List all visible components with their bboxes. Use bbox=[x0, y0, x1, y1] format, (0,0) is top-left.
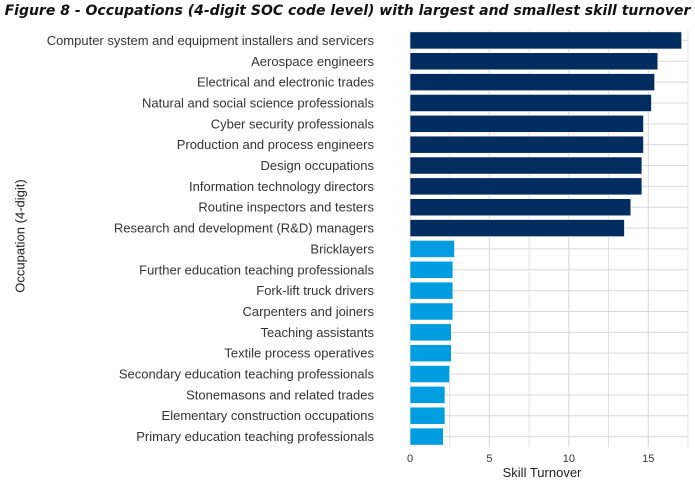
bar bbox=[409, 114, 644, 133]
category-label: Primary education teaching professionals bbox=[136, 429, 374, 444]
x-tick-label: 5 bbox=[486, 453, 492, 465]
category-label: Elementary construction occupations bbox=[162, 408, 375, 423]
category-label: Carpenters and joiners bbox=[242, 304, 374, 319]
bar bbox=[409, 260, 454, 279]
x-tick-label: 10 bbox=[563, 453, 575, 465]
x-tick-label: 15 bbox=[642, 453, 654, 465]
x-tick-labels: 0 5 10 15 bbox=[407, 453, 654, 465]
x-axis-label: Skill Turnover bbox=[502, 465, 582, 480]
category-label: Stonemasons and related trades bbox=[186, 387, 374, 402]
bar bbox=[409, 323, 452, 342]
bar bbox=[409, 219, 625, 237]
plot-background bbox=[410, 30, 688, 447]
category-label: Production and process engineers bbox=[177, 137, 375, 152]
bar bbox=[409, 406, 446, 425]
category-label: Aerospace engineers bbox=[251, 54, 374, 69]
bar bbox=[409, 177, 643, 196]
category-label: Secondary education teaching professiona… bbox=[119, 367, 375, 382]
category-label: Computer system and equipment installers… bbox=[47, 33, 375, 48]
category-label: Design occupations bbox=[261, 158, 375, 173]
category-label: Textile process operatives bbox=[224, 346, 374, 361]
bar bbox=[409, 94, 652, 112]
category-label: Research and development (R&D) managers bbox=[114, 221, 375, 236]
bar bbox=[409, 240, 455, 258]
bars bbox=[409, 31, 682, 446]
bar bbox=[409, 73, 655, 91]
bar bbox=[409, 198, 632, 217]
category-label: Routine inspectors and testers bbox=[198, 200, 374, 215]
x-tick-label: 0 bbox=[407, 453, 413, 465]
bar bbox=[409, 281, 454, 300]
category-label: Fork-lift truck drivers bbox=[256, 283, 374, 298]
chart-title: Figure 8 - Occupations (4-digit SOC code… bbox=[4, 3, 691, 19]
bar bbox=[409, 52, 659, 71]
bar bbox=[409, 365, 451, 383]
category-label: Electrical and electronic trades bbox=[197, 75, 375, 90]
bar bbox=[409, 135, 644, 154]
category-label: Information technology directors bbox=[189, 179, 374, 194]
category-label: Teaching assistants bbox=[261, 325, 375, 340]
category-label: Bricklayers bbox=[310, 241, 374, 256]
category-labels: Computer system and equipment installers… bbox=[47, 33, 375, 444]
category-label: Natural and social science professionals bbox=[142, 95, 374, 110]
bar bbox=[409, 31, 682, 50]
category-label: Cyber security professionals bbox=[211, 116, 375, 131]
bar bbox=[409, 156, 643, 175]
bar bbox=[409, 302, 454, 321]
grid-lines bbox=[409, 30, 689, 447]
bar bbox=[409, 427, 444, 446]
bar bbox=[409, 386, 446, 404]
bar bbox=[409, 344, 452, 363]
category-label: Further education teaching professionals bbox=[139, 262, 374, 277]
